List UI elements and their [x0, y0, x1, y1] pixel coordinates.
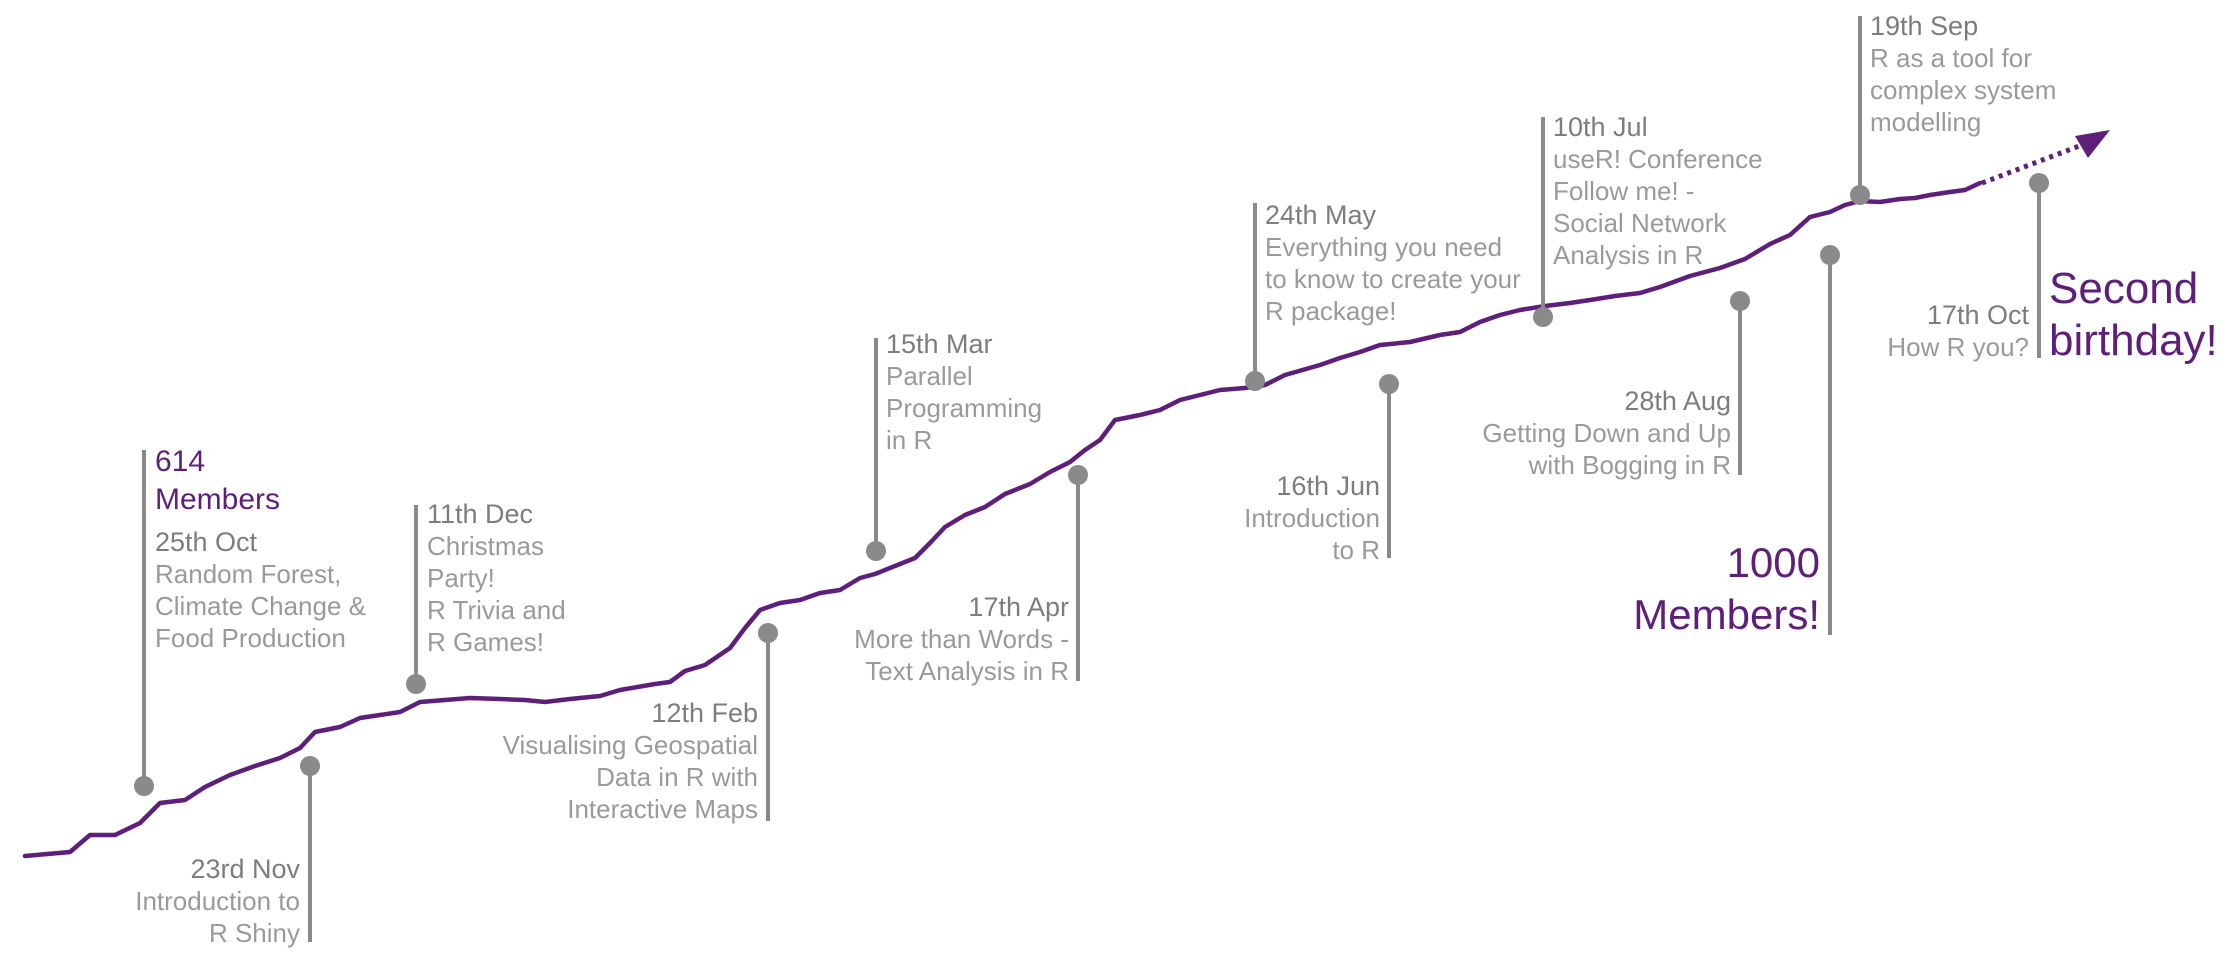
- marker-may24: [1245, 371, 1265, 391]
- event-line: Getting Down and Up: [1482, 418, 1731, 448]
- marker-apr17: [1068, 465, 1088, 485]
- event-line: Programming: [886, 393, 1043, 423]
- event-line: How R you?: [1887, 332, 2029, 362]
- event-date: 11th Dec: [427, 499, 534, 529]
- event-mar15: 15th Mar Parallel Programming in R: [886, 328, 1042, 456]
- marker-oct17: [2029, 173, 2049, 193]
- event-line: Introduction: [1244, 503, 1380, 533]
- marker-jul10: [1533, 307, 1553, 327]
- event-line: to know to create your: [1265, 264, 1521, 294]
- marker-aug28: [1730, 291, 1750, 311]
- event-line: Climate Change &: [155, 591, 366, 621]
- event-feb12: 12th Feb Visualising Geospatial Data in …: [503, 697, 758, 825]
- event-aug28: 28th Aug Getting Down and Up with Boggin…: [1482, 385, 1731, 481]
- event-date: 12th Feb: [651, 698, 758, 728]
- event-line: complex system: [1870, 75, 2057, 105]
- marker-oct25: [134, 776, 154, 796]
- milestone-thousand-label: Members!: [1633, 591, 1820, 638]
- event-oct17: 17th Oct How R you?: [1887, 299, 2029, 363]
- event-nov23: 23rd Nov Introduction to R Shiny: [135, 853, 300, 949]
- event-line: in R: [886, 425, 933, 455]
- event-line: useR! Conference: [1553, 144, 1763, 174]
- event-line: R Trivia and: [427, 595, 566, 625]
- event-date: 16th Jun: [1276, 471, 1380, 501]
- event-line: Interactive Maps: [567, 794, 758, 824]
- event-date: 10th Jul: [1553, 112, 1648, 142]
- marker-dec11: [406, 674, 426, 694]
- event-jul10: 10th Jul useR! Conference Follow me! - S…: [1553, 111, 1763, 271]
- event-apr17: 17th Apr More than Words - Text Analysis…: [854, 591, 1069, 687]
- event-line: R package!: [1265, 296, 1397, 326]
- event-line: Party!: [427, 563, 495, 593]
- event-dec11: 11th Dec Christmas Party! R Trivia and R…: [427, 498, 566, 658]
- event-line: modelling: [1870, 107, 1982, 137]
- event-line: Analysis in R: [1553, 240, 1704, 270]
- event-line: R Shiny: [208, 918, 300, 948]
- event-line: Text Analysis in R: [865, 656, 1069, 686]
- milestone-second-l1: Second: [2049, 264, 2199, 313]
- event-line: More than Words -: [854, 624, 1069, 654]
- event-line: Random Forest,: [155, 559, 342, 589]
- event-may24: 24th May Everything you need to know to …: [1265, 199, 1521, 327]
- event-line: Food Production: [155, 623, 346, 653]
- arrowhead-icon: [2075, 130, 2110, 158]
- event-date: 19th Sep: [1870, 11, 1979, 41]
- event-date: 24th May: [1265, 200, 1377, 230]
- event-line: with Bogging in R: [1528, 450, 1731, 480]
- event-date: 15th Mar: [886, 329, 993, 359]
- marker-mar15: [866, 541, 886, 561]
- event-date: 17th Oct: [1926, 300, 2029, 330]
- event-line: Visualising Geospatial: [502, 730, 758, 760]
- event-sep19: 19th Sep R as a tool for complex system …: [1870, 10, 2056, 138]
- event-date: 28th Aug: [1624, 386, 1731, 416]
- milestone-thousand-count: 1000: [1726, 539, 1820, 586]
- marker-nov23: [300, 756, 320, 776]
- marker-sep19: [1850, 185, 1870, 205]
- event-line: Data in R with: [596, 762, 758, 792]
- event-line: R as a tool for: [1870, 43, 2032, 73]
- milestone-start-label: Members: [155, 483, 281, 516]
- event-line: Parallel: [886, 361, 973, 391]
- event-line: Follow me! -: [1553, 176, 1695, 206]
- event-date: 25th Oct: [155, 527, 258, 557]
- milestone-start: 614 Members: [155, 443, 280, 519]
- event-line: Social Network: [1553, 208, 1727, 238]
- milestone-start-count: 614: [155, 445, 206, 478]
- event-line: R Games!: [427, 627, 545, 657]
- event-line: Introduction to: [135, 886, 300, 916]
- event-line: Everything you need: [1265, 232, 1503, 262]
- event-date: 23rd Nov: [190, 854, 300, 884]
- event-date: 17th Apr: [968, 592, 1069, 622]
- milestone-second-l2: birthday!: [2049, 316, 2218, 365]
- marker-feb12: [758, 623, 778, 643]
- event-line: Christmas: [427, 531, 545, 561]
- marker-jun16: [1379, 374, 1399, 394]
- member-growth-line: [22, 180, 1983, 859]
- event-oct25: 25th Oct Random Forest, Climate Change &…: [155, 526, 366, 654]
- event-jun16: 16th Jun Introduction to R: [1244, 470, 1380, 566]
- milestone-thousand: 1000 Members!: [1633, 537, 1820, 641]
- projection-arrow: [1981, 137, 2097, 186]
- event-line: to R: [1332, 535, 1380, 565]
- milestone-second-birthday: Second birthday!: [2049, 263, 2218, 367]
- marker-thousand: [1820, 245, 1840, 265]
